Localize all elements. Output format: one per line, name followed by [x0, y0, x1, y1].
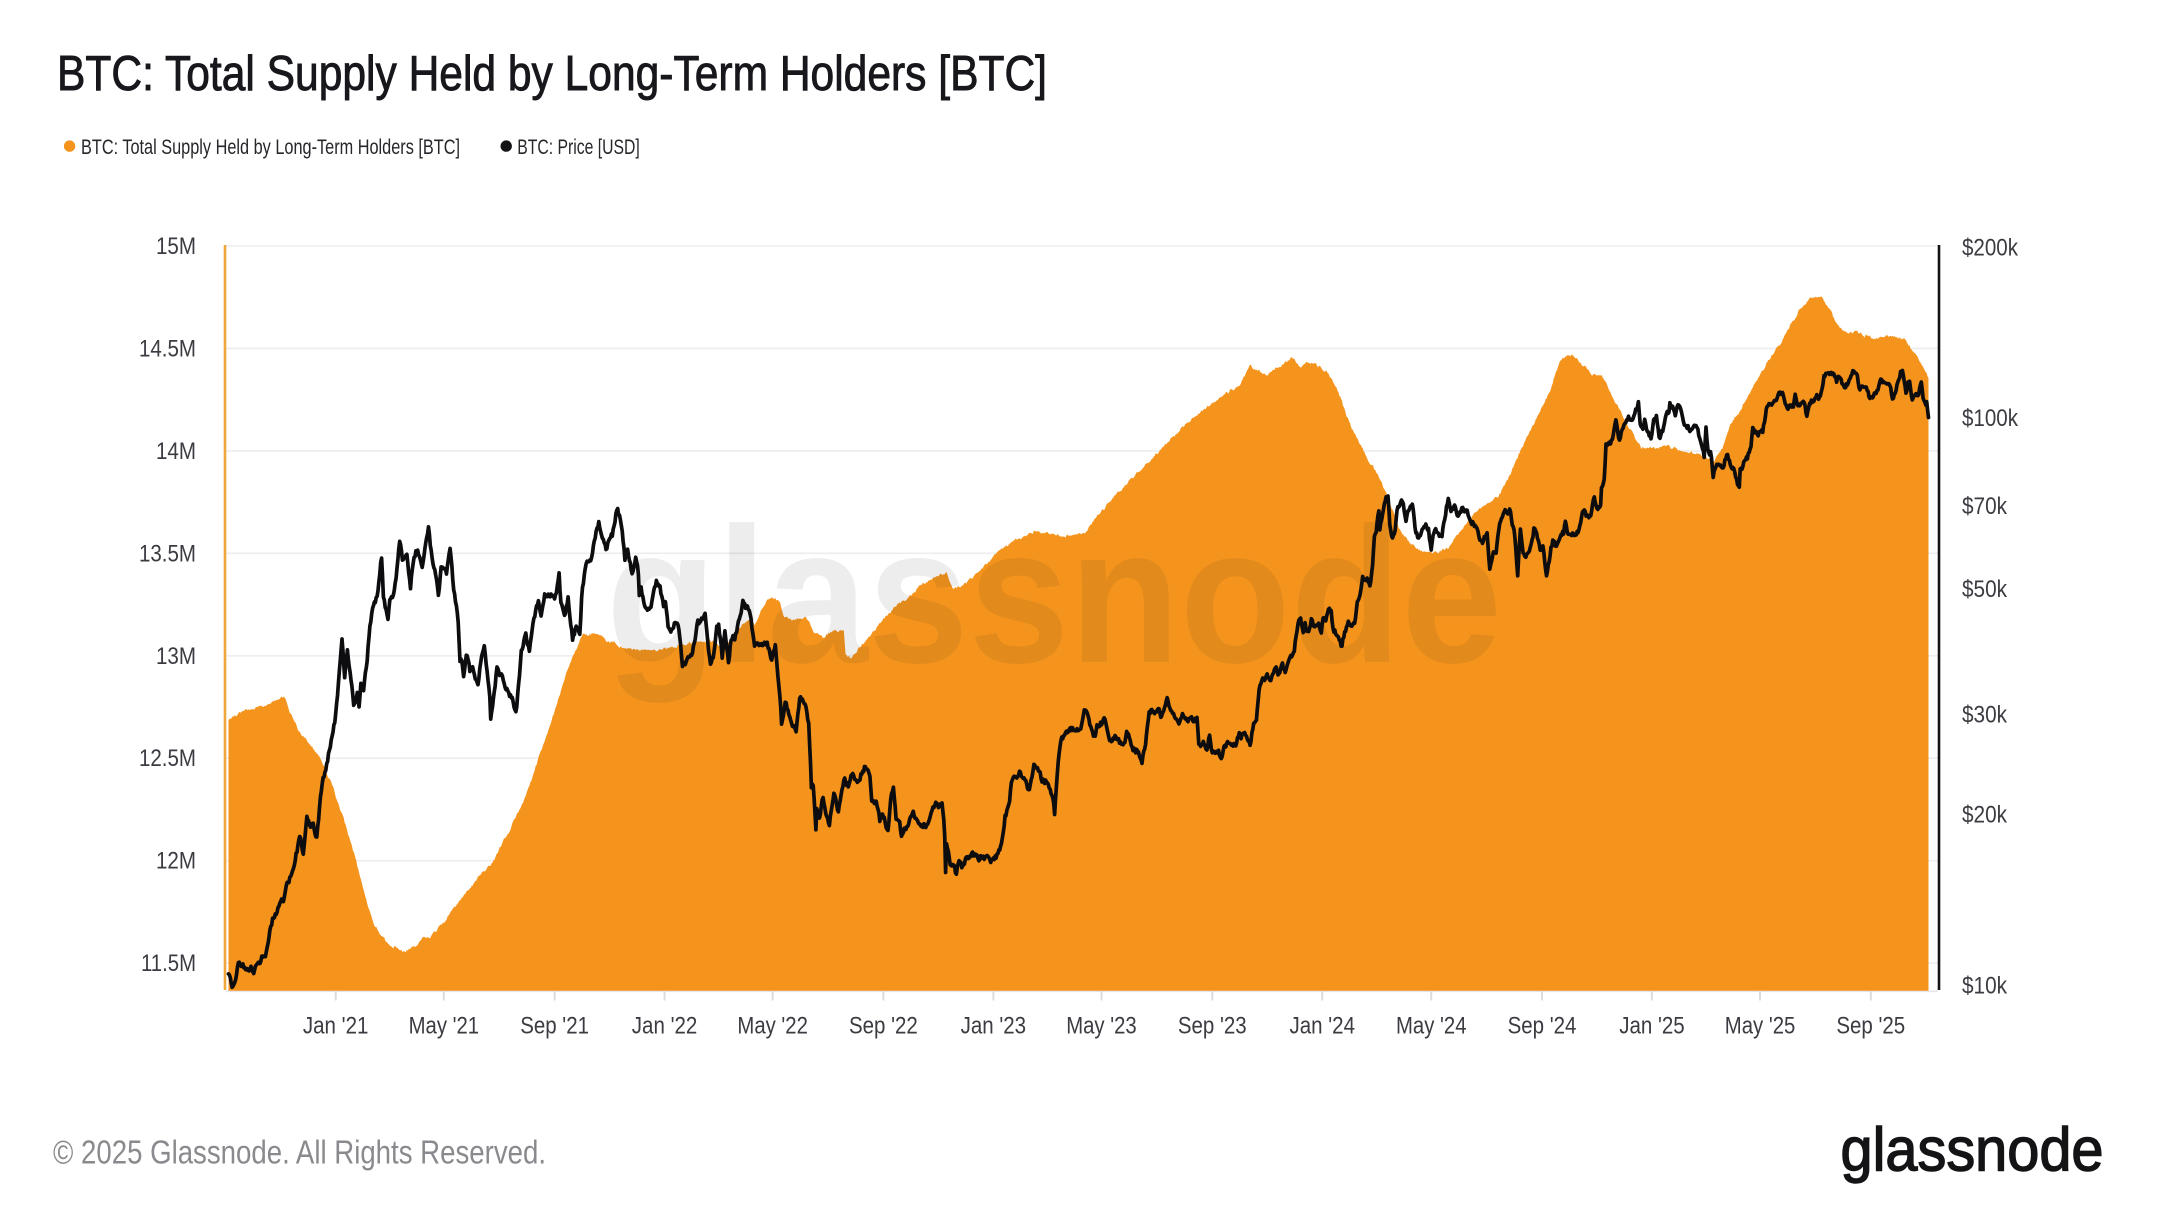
svg-text:Jan '23: Jan '23	[961, 1013, 1027, 1040]
svg-text:Jan '25: Jan '25	[1619, 1013, 1685, 1040]
svg-text:May '22: May '22	[737, 1013, 808, 1040]
svg-text:Sep '21: Sep '21	[520, 1013, 589, 1040]
svg-text:$50k: $50k	[1962, 576, 2008, 603]
svg-text:12.5M: 12.5M	[139, 745, 196, 772]
svg-text:13.5M: 13.5M	[139, 540, 196, 567]
svg-text:May '21: May '21	[409, 1013, 480, 1040]
svg-text:$100k: $100k	[1962, 405, 2019, 432]
svg-text:Sep '22: Sep '22	[849, 1013, 918, 1040]
svg-text:14.5M: 14.5M	[139, 335, 196, 362]
svg-text:$10k: $10k	[1962, 972, 2008, 999]
svg-text:May '24: May '24	[1396, 1013, 1467, 1040]
svg-text:Sep '23: Sep '23	[1178, 1013, 1247, 1040]
svg-text:Jan '22: Jan '22	[632, 1013, 698, 1040]
svg-text:Sep '25: Sep '25	[1836, 1013, 1905, 1040]
svg-text:11.5M: 11.5M	[141, 950, 196, 977]
svg-text:Jan '21: Jan '21	[303, 1013, 369, 1040]
svg-text:15M: 15M	[156, 233, 196, 260]
svg-text:BTC: Price [USD]: BTC: Price [USD]	[517, 136, 640, 159]
svg-text:glassnode: glassnode	[1841, 1115, 2104, 1183]
svg-text:May '25: May '25	[1725, 1013, 1796, 1040]
svg-text:Sep '24: Sep '24	[1508, 1013, 1577, 1040]
svg-text:Jan '24: Jan '24	[1290, 1013, 1356, 1040]
svg-text:May '23: May '23	[1066, 1013, 1137, 1040]
svg-text:13M: 13M	[156, 643, 196, 670]
svg-text:BTC: Total Supply Held by Long: BTC: Total Supply Held by Long-Term Hold…	[57, 47, 1047, 101]
svg-text:14M: 14M	[156, 438, 196, 465]
svg-text:$30k: $30k	[1962, 702, 2008, 729]
svg-text:glassnode: glassnode	[606, 487, 1502, 703]
svg-text:© 2025 Glassnode. All Rights R: © 2025 Glassnode. All Rights Reserved.	[53, 1134, 546, 1171]
svg-text:$20k: $20k	[1962, 802, 2008, 829]
svg-text:BTC: Total Supply Held by Long: BTC: Total Supply Held by Long-Term Hold…	[81, 136, 460, 159]
svg-text:$70k: $70k	[1962, 493, 2008, 520]
svg-text:12M: 12M	[156, 848, 196, 875]
svg-text:$200k: $200k	[1962, 234, 2019, 261]
